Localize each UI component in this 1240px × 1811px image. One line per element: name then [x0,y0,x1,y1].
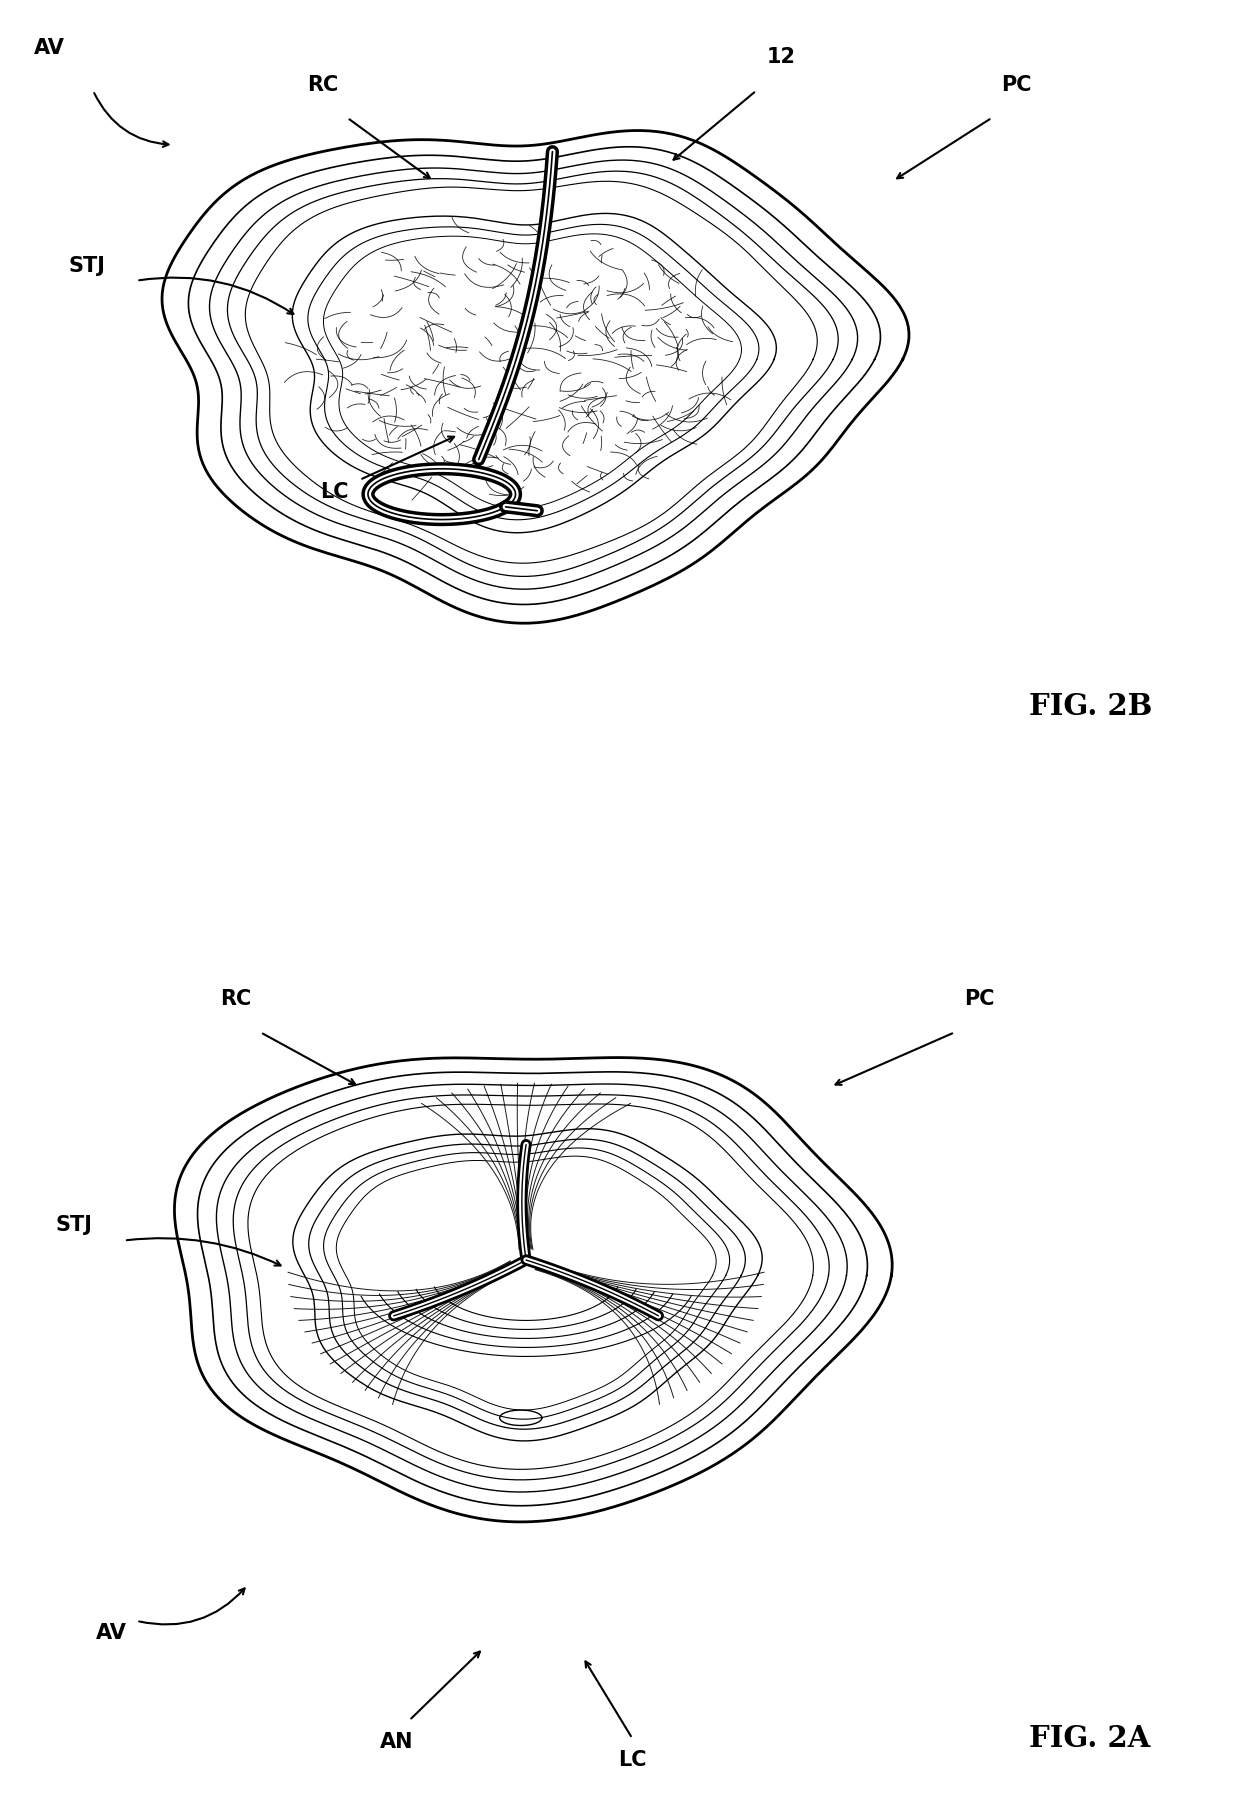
Text: STJ: STJ [56,1215,93,1235]
Text: STJ: STJ [68,255,105,275]
Text: RC: RC [306,74,339,94]
Text: FIG. 2A: FIG. 2A [1029,1724,1151,1753]
Text: PC: PC [965,989,994,1009]
Text: AN: AN [379,1731,414,1751]
Text: LC: LC [321,482,348,502]
Text: PC: PC [1002,74,1032,94]
Text: AV: AV [97,1623,126,1643]
Text: LC: LC [619,1749,646,1769]
Text: FIG. 2B: FIG. 2B [1029,692,1152,721]
Text: AV: AV [35,38,64,58]
Text: 12: 12 [766,47,796,67]
Text: RC: RC [219,989,252,1009]
